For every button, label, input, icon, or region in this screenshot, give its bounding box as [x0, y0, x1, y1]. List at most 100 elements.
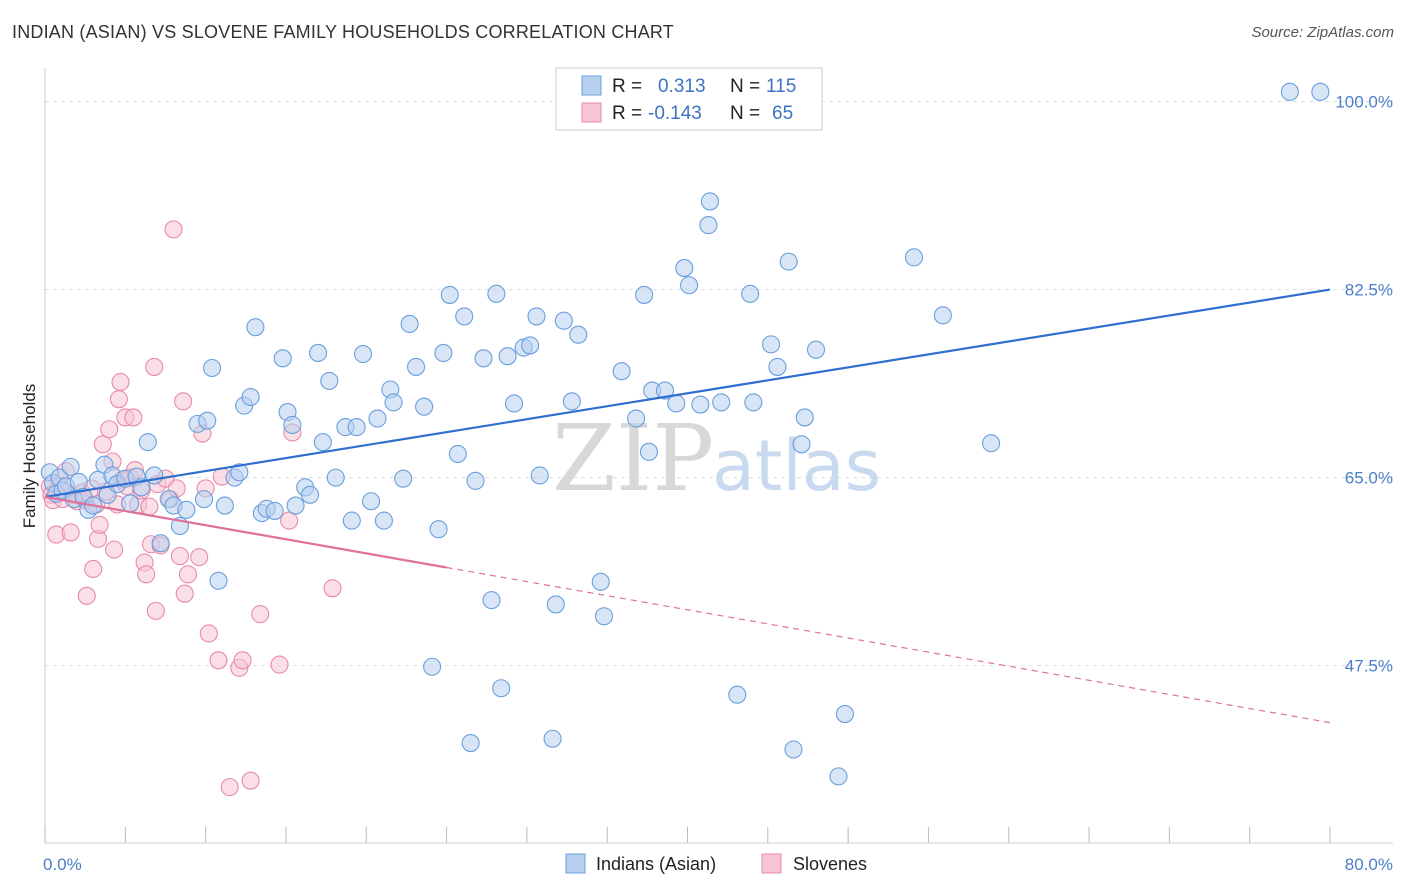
- slovenes-point-35: [137, 565, 156, 584]
- indians-asian-point-21: [138, 433, 157, 452]
- y-tick-label-1: 65.0%: [1345, 469, 1393, 488]
- slovenes-point-64: [323, 579, 342, 598]
- indians-asian-point-47: [300, 485, 320, 504]
- indians-asian-point-65: [423, 657, 442, 676]
- indians-asian-point-104: [741, 284, 760, 303]
- indians-asian-point-113: [829, 767, 848, 786]
- slovenes-point-49: [178, 565, 198, 584]
- x-tick-label-0: 0.0%: [43, 855, 82, 874]
- legend-label-indians-asian: Indians (Asian): [596, 854, 716, 874]
- y-tick-labels: 47.5% 65.0% 82.5% 100.0%: [1335, 92, 1393, 675]
- indians-asian-point-91: [627, 409, 646, 428]
- indians-asian-point-81: [527, 307, 546, 326]
- indians-asian-point-27: [177, 500, 196, 519]
- indians-asian-point-77: [498, 347, 517, 366]
- stats-box: R = 0.313 N = 115 R = -0.143 N = 65: [555, 67, 823, 131]
- slovenes-point-48: [175, 584, 194, 603]
- indians-asian-point-70: [455, 307, 474, 326]
- stats-n-label-blue: N =: [730, 76, 760, 97]
- indians-asian-point-108: [779, 252, 798, 271]
- indians-asian-point-72: [466, 471, 485, 490]
- indians-asian-trend-line: [44, 288, 1331, 499]
- indians-asian-point-87: [569, 325, 588, 344]
- indians-asian-point-66: [429, 520, 448, 539]
- indians-asian-point-37: [241, 387, 260, 407]
- indians-asian-point-106: [761, 335, 781, 354]
- indians-asian-point-89: [594, 607, 614, 626]
- indians-asian-point-92: [635, 285, 654, 304]
- indians-asian-point-50: [320, 371, 339, 390]
- slovenes-point-58: [233, 651, 252, 670]
- indians-asian-point-103: [728, 685, 747, 704]
- y-tick-label-3: 100.0%: [1335, 92, 1393, 111]
- indians-asian-point-51: [326, 468, 345, 487]
- indians-asian-point-35: [230, 463, 249, 482]
- slovenes-point-18: [93, 435, 112, 454]
- indians-asian-point-74: [482, 591, 501, 610]
- slovenes-point-22: [105, 540, 124, 559]
- slovenes-point-56: [220, 778, 239, 797]
- indians-asian-point-102: [712, 393, 731, 412]
- stats-r-value-pink: -0.143: [648, 103, 702, 124]
- indians-asian-point-78: [504, 394, 524, 413]
- indians-asian-point-116: [933, 306, 952, 325]
- indians-asian-point-111: [795, 408, 814, 427]
- indians-asian-point-88: [591, 572, 610, 591]
- x-tick-labels: 0.0% 80.0%: [43, 855, 1393, 874]
- grid-lines: [45, 100, 1393, 667]
- legend-swatch-indians-asian: [565, 853, 586, 874]
- trend-lines: [44, 288, 1331, 724]
- indians-asian-point-62: [400, 314, 419, 333]
- indians-asian-point-96: [667, 394, 686, 413]
- indians-asian-point-118: [1280, 82, 1299, 101]
- indians-asian-point-110: [792, 435, 811, 454]
- indians-asian-point-73: [474, 349, 493, 368]
- indians-asian-point-38: [246, 318, 265, 337]
- stats-n-label-pink: N =: [730, 103, 760, 124]
- indians-asian-point-114: [835, 704, 854, 724]
- indians-asian-point-119: [1311, 82, 1330, 101]
- indians-asian-point-117: [982, 434, 1001, 453]
- slovenes-point-62: [280, 511, 299, 530]
- slovenes-point-46: [170, 547, 189, 566]
- x-ticks: [44, 827, 1331, 843]
- slovenes-point-59: [241, 771, 260, 790]
- indians-asian-point-54: [347, 418, 366, 437]
- indians-asian-point-98: [680, 276, 699, 295]
- indians-asian-point-93: [639, 442, 659, 461]
- chart-source: Source: ZipAtlas.com: [1251, 24, 1394, 41]
- indians-asian-point-107: [768, 357, 787, 376]
- slovenes-trend-line: [44, 495, 447, 569]
- slovenes-point-61: [270, 655, 289, 674]
- indians-asian-point-23: [151, 534, 170, 553]
- slovenes-point-30: [124, 408, 143, 427]
- indians-asian-point-101: [700, 192, 720, 211]
- indians-asian-point-55: [353, 344, 373, 364]
- indians-asian-point-97: [675, 259, 694, 278]
- indians-asian-point-58: [374, 511, 393, 530]
- legend: Indians (Asian) Slovenes: [565, 853, 867, 874]
- indians-asian-point-45: [286, 496, 305, 515]
- indians-asian-point-112: [806, 340, 826, 359]
- stats-r-label-pink: R =: [612, 103, 642, 124]
- indians-asian-point-95: [655, 381, 675, 400]
- axes: [44, 68, 1393, 844]
- legend-swatch-slovenes: [761, 853, 782, 874]
- slovenes-point-44: [164, 220, 183, 239]
- x-tick-label-1: 80.0%: [1345, 855, 1393, 874]
- slovenes-point-54: [209, 651, 228, 670]
- indians-asian-point-56: [362, 492, 381, 511]
- stats-r-label-blue: R =: [612, 76, 642, 97]
- indians-asian-point-30: [198, 411, 217, 430]
- slovenes-point-60: [251, 605, 270, 624]
- chart-title: INDIAN (ASIAN) VS SLOVENE FAMILY HOUSEHO…: [12, 22, 675, 42]
- indians-asian-point-75: [487, 284, 506, 303]
- indians-asian-point-60: [384, 393, 403, 412]
- indians-asian-point-61: [394, 469, 413, 488]
- stats-n-value-blue: 115: [766, 76, 796, 97]
- indians-asian-point-32: [209, 571, 228, 590]
- indians-asian-point-6: [61, 457, 80, 476]
- watermark: ZIP atlas: [552, 405, 881, 512]
- indians-asian-point-83: [543, 729, 562, 748]
